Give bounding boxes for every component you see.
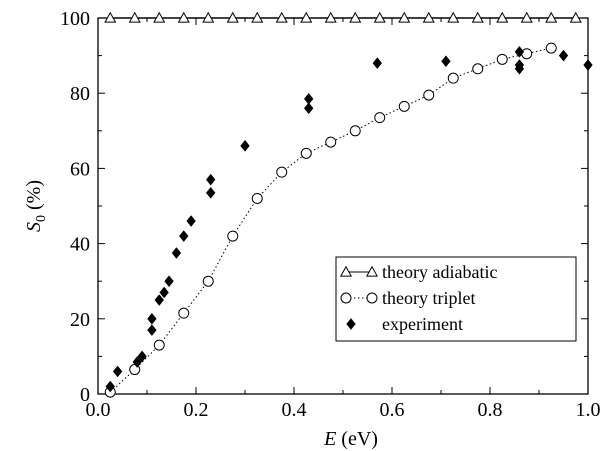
data-point [202,275,214,287]
data-point [545,42,557,54]
data-point [583,59,593,71]
series-experiment [105,45,593,393]
data-point [226,11,239,23]
data-point [227,230,239,242]
x-tick-label: 1.0 [576,399,601,421]
data-point [558,49,569,62]
y-tick-label: 80 [70,83,90,105]
data-point [372,57,383,70]
legend-marker [365,265,379,277]
x-tick-label: 0.4 [282,399,307,421]
legend-label: theory triplet [382,288,475,308]
data-point [441,55,451,68]
data-point [275,11,288,23]
data-point [324,11,337,23]
plot-layer: 0.0 0.2 0.4 0.6 0.8 1.0 0 20 40 60 80 100 E (eV) S0 (… [23,8,601,450]
y-tick-label: 20 [70,309,90,331]
data-point [300,11,313,23]
data-point [422,11,435,23]
legend-label: experiment [382,314,463,334]
data-point [202,11,215,23]
data-point [153,11,166,23]
x-tick-label: 0.0 [86,399,111,421]
data-point [112,365,123,378]
data-point [569,11,582,23]
data-point [374,112,386,124]
x-axis-title: E (eV) [323,428,378,450]
data-point [147,324,157,336]
data-point [520,11,533,23]
data-point [128,11,141,23]
data-point [398,11,411,23]
data-point [303,92,314,105]
data-point [164,275,174,288]
legend-label: theory adiabatic [382,262,497,282]
data-point [132,356,142,368]
data-point [373,11,386,23]
data-point [147,312,157,325]
data-point [349,11,362,23]
data-point [251,11,264,23]
series-theory-adiabatic [104,11,582,23]
data-point [472,63,484,75]
data-point [398,100,410,112]
legend-marker [346,318,356,330]
legend-marker [339,265,353,277]
data-point [186,215,196,227]
data-point [105,380,115,393]
data-point [349,125,361,137]
data-point [177,11,190,23]
y-tick-label: 60 [70,158,90,180]
data-point [205,173,216,186]
legend-marker [366,292,378,304]
data-point [471,11,484,23]
x-tick-label: 0.2 [184,399,209,421]
data-point [179,230,189,242]
data-point [545,11,558,23]
y-tick-label: 40 [70,234,90,256]
data-point [325,136,337,148]
data-point [240,139,250,152]
y-axis-title: S0 (%) [23,180,49,232]
x-tick-label: 0.6 [380,399,405,421]
data-point [514,59,525,71]
data-point [521,48,533,60]
data-point [178,307,190,319]
data-point [104,11,117,23]
data-point [171,247,182,259]
data-point [159,286,169,299]
data-point [251,192,263,204]
data-point [153,339,165,351]
data-point [496,11,509,23]
data-point [447,72,459,84]
legend-marker [340,292,352,304]
data-point [154,294,164,306]
y-tick-label: 100 [60,8,90,30]
data-point [137,350,147,363]
data-point [496,53,508,65]
y-tick-label: 0 [80,384,90,406]
data-point [205,186,216,199]
data-point [514,45,525,58]
data-point [300,147,312,159]
series-theory-triplet [104,42,557,398]
x-tick-label: 0.8 [478,399,503,421]
legend: theory adiabatic theory triplet experiment [335,256,577,342]
data-point [303,102,314,115]
data-point [447,11,460,23]
data-point [423,89,435,101]
data-point [276,166,288,178]
